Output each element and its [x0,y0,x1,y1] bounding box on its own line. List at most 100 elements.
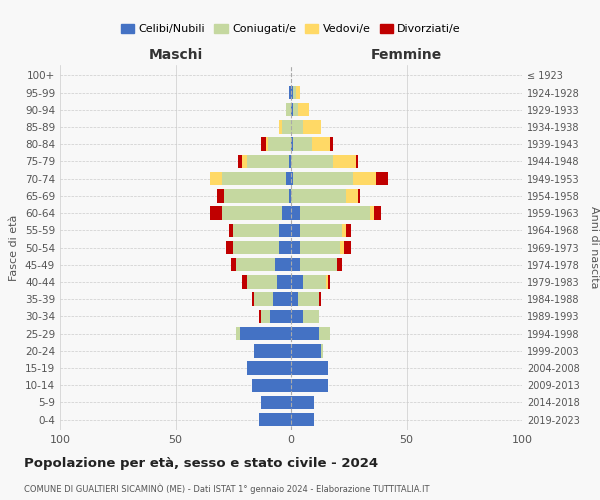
Bar [289,189,291,202]
Bar [229,224,233,237]
Bar [293,172,353,186]
Bar [252,378,291,392]
Bar [282,206,291,220]
Bar [254,292,272,306]
Bar [242,154,247,168]
Bar [280,241,291,254]
Bar [236,258,275,272]
Bar [254,344,291,358]
Bar [224,189,289,202]
Bar [291,103,293,117]
Bar [291,258,300,272]
Bar [300,258,337,272]
Bar [291,413,314,426]
Bar [298,292,319,306]
Bar [252,292,254,306]
Bar [277,275,291,288]
Bar [291,310,302,323]
Bar [370,206,374,220]
Bar [247,275,277,288]
Bar [328,275,330,288]
Bar [286,103,291,117]
Bar [300,241,340,254]
Bar [261,138,266,151]
Bar [210,206,222,220]
Bar [356,154,358,168]
Bar [346,224,351,237]
Bar [291,189,346,202]
Bar [293,103,298,117]
Bar [291,206,300,220]
Bar [358,189,360,202]
Bar [291,86,293,100]
Bar [261,310,270,323]
Bar [268,138,291,151]
Bar [222,206,282,220]
Bar [270,310,291,323]
Bar [298,103,310,117]
Text: Femmine: Femmine [371,48,442,62]
Text: COMUNE DI GUALTIERI SICAMINÒ (ME) - Dati ISTAT 1° gennaio 2024 - Elaborazione TU: COMUNE DI GUALTIERI SICAMINÒ (ME) - Dati… [24,484,430,494]
Bar [291,241,300,254]
Bar [259,310,261,323]
Bar [330,138,332,151]
Bar [302,120,321,134]
Bar [280,224,291,237]
Bar [286,172,291,186]
Bar [312,138,330,151]
Bar [291,327,319,340]
Bar [376,172,388,186]
Bar [342,224,346,237]
Bar [242,275,247,288]
Bar [247,154,289,168]
Bar [291,120,302,134]
Bar [291,224,300,237]
Y-axis label: Anni di nascita: Anni di nascita [589,206,599,289]
Bar [291,172,293,186]
Bar [321,344,323,358]
Bar [231,258,236,272]
Bar [247,362,291,374]
Bar [374,206,381,220]
Bar [217,189,224,202]
Bar [291,292,298,306]
Bar [291,275,302,288]
Bar [289,86,291,100]
Bar [353,172,376,186]
Bar [275,258,291,272]
Bar [261,396,291,409]
Bar [302,275,326,288]
Bar [319,292,321,306]
Bar [291,396,314,409]
Bar [344,241,351,254]
Bar [291,344,321,358]
Bar [332,154,356,168]
Bar [233,224,280,237]
Bar [291,154,332,168]
Bar [236,327,240,340]
Bar [226,241,233,254]
Bar [291,138,293,151]
Bar [238,154,242,168]
Bar [233,241,280,254]
Bar [293,138,312,151]
Bar [291,362,328,374]
Bar [319,327,330,340]
Bar [289,154,291,168]
Bar [302,310,319,323]
Bar [259,413,291,426]
Bar [340,241,344,254]
Text: Maschi: Maschi [148,48,203,62]
Bar [282,120,291,134]
Bar [296,86,300,100]
Legend: Celibi/Nubili, Coniugati/e, Vedovi/e, Divorziati/e: Celibi/Nubili, Coniugati/e, Vedovi/e, Di… [116,20,466,39]
Bar [300,206,370,220]
Bar [346,189,358,202]
Bar [326,275,328,288]
Bar [293,86,296,100]
Bar [210,172,222,186]
Bar [280,120,282,134]
Bar [222,172,286,186]
Bar [272,292,291,306]
Bar [291,378,328,392]
